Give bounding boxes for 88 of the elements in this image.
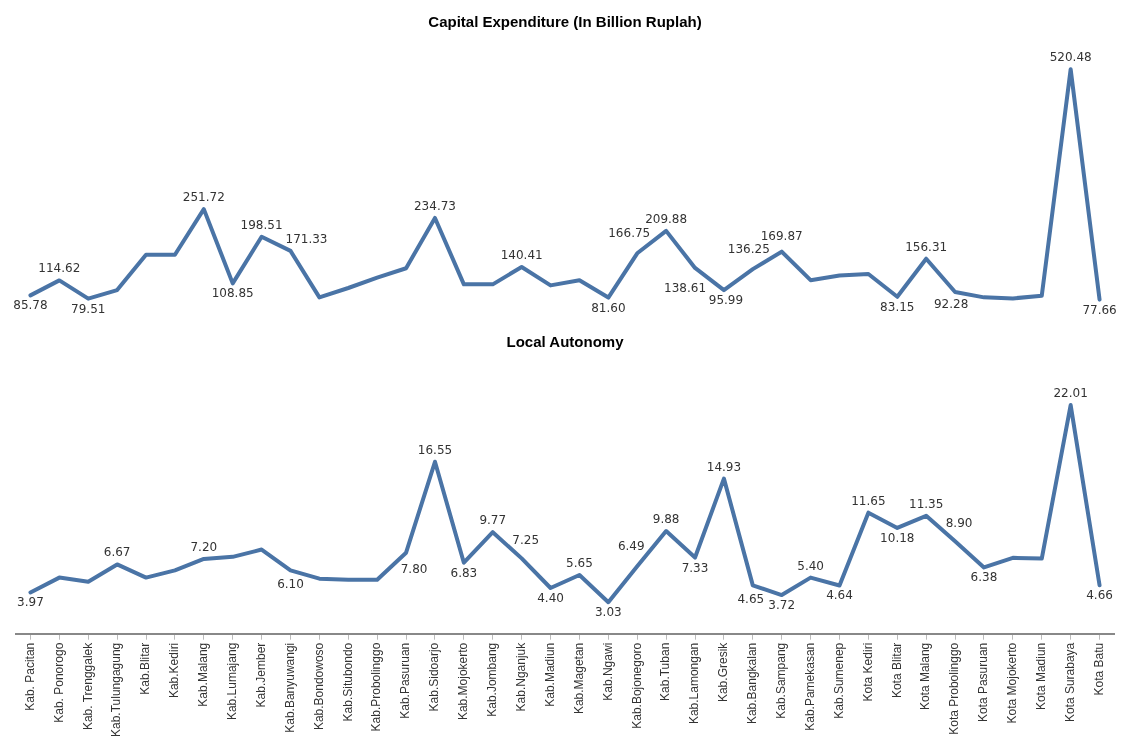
- x-tick-label: Kab.Pasuruan: [398, 642, 413, 719]
- data-label: 7.20: [190, 539, 218, 554]
- x-tick-label: Kab.Sampang: [774, 642, 789, 719]
- x-tick-label: Kab.Madiun: [542, 642, 557, 707]
- data-label: 5.65: [566, 556, 593, 571]
- x-tick-label: Kota Pasuruan: [976, 642, 991, 723]
- x-tick-label: Kota Probolinggo: [947, 642, 962, 735]
- x-tick-label: Kota Kediri: [860, 642, 875, 702]
- data-label: 7.25: [512, 533, 540, 548]
- data-label: 4.65: [737, 592, 765, 607]
- data-label: 6.38: [970, 570, 998, 585]
- x-tick-label: Kab.Banyuwangi: [282, 642, 297, 733]
- data-label: 8.90: [945, 516, 973, 531]
- x-tick-label: Kota Blitar: [889, 642, 904, 699]
- x-tick-label: Kab.Bondowoso: [311, 642, 326, 731]
- x-tick-label: Kab.Bojonegoro: [629, 642, 644, 729]
- data-label: 140.41: [500, 247, 543, 262]
- x-tick-label: Kab.Malang: [196, 642, 211, 707]
- data-label: 7.33: [681, 560, 709, 575]
- x-tick-label: Kab.Lumajang: [225, 642, 240, 721]
- data-label: 7.80: [400, 561, 428, 576]
- data-label: 11.35: [909, 496, 944, 511]
- data-label: 209.88: [645, 211, 688, 226]
- data-label: 6.67: [103, 545, 131, 560]
- x-tick-label: Kab.Sumenep: [831, 642, 846, 719]
- x-tick-label: Kab.Tulungagung: [109, 642, 124, 738]
- data-label: 6.83: [450, 565, 478, 580]
- x-tick-label: Kab.Situbondo: [340, 642, 355, 722]
- x-tick-label: Kab.Lamongan: [687, 642, 702, 725]
- x-tick-label: Kab.Tuban: [658, 642, 673, 701]
- x-tick-label: Kab.Nganjuk: [513, 641, 528, 712]
- data-label: 77.66: [1082, 302, 1117, 317]
- x-tick-label: Kota Madiun: [1034, 642, 1049, 711]
- chart-title: Capital Expenditure (In Billion Ruplah): [428, 13, 702, 31]
- data-label: 3.97: [17, 595, 44, 610]
- data-label: 16.55: [417, 442, 453, 457]
- data-label: 198.51: [240, 217, 283, 232]
- x-tick-label: Kab.Jombang: [485, 642, 500, 717]
- data-label: 169.87: [760, 228, 803, 243]
- x-tick-label: Kota Malang: [918, 642, 933, 711]
- data-label: 81.60: [591, 300, 626, 315]
- data-label: 6.49: [617, 539, 645, 554]
- data-label: 3.72: [768, 598, 796, 613]
- x-tick-label: Kab.Sidoarjo: [427, 642, 442, 712]
- x-tick-label: Kab.Probolinggo: [369, 642, 384, 732]
- data-label: 171.33: [285, 231, 328, 246]
- x-tick-label: Kab. Pacitan: [22, 642, 37, 711]
- x-tick-label: Kab.Mojokerto: [456, 642, 471, 721]
- data-label: 138.61: [664, 280, 707, 295]
- data-label: 83.15: [880, 299, 915, 314]
- data-label: 4.66: [1086, 588, 1113, 603]
- data-label: 11.65: [851, 493, 886, 508]
- data-label: 9.77: [479, 513, 507, 528]
- data-label: 251.72: [182, 190, 225, 205]
- data-label: 166.75: [608, 226, 651, 241]
- data-label: 85.78: [13, 298, 48, 313]
- data-label: 9.88: [652, 512, 680, 527]
- x-tick-label: Kab. Trenggalek: [80, 641, 95, 731]
- data-label: 114.62: [38, 261, 81, 276]
- data-label: 92.28: [933, 297, 969, 312]
- data-label: 520.48: [1049, 50, 1092, 65]
- x-tick-label: Kota Batu: [1091, 642, 1106, 696]
- data-label: 234.73: [413, 198, 456, 213]
- data-label: 6.10: [277, 577, 304, 592]
- chart-title: Local Autonomy: [506, 333, 625, 351]
- x-tick-label: Kab.Gresik: [716, 641, 731, 703]
- data-label: 108.85: [211, 286, 254, 301]
- data-label: 156.31: [905, 239, 948, 254]
- data-label: 22.01: [1053, 386, 1088, 401]
- x-tick-label: Kota Mojokerto: [1005, 642, 1020, 724]
- x-tick-label: Kab.Ngawi: [600, 642, 615, 701]
- x-tick-label: Kab.Magetan: [571, 642, 586, 715]
- data-label: 3.03: [594, 605, 622, 620]
- data-label: 136.25: [727, 242, 770, 257]
- data-label: 95.99: [708, 293, 744, 308]
- data-label: 5.40: [797, 558, 824, 573]
- data-label: 4.40: [537, 590, 564, 605]
- x-tick-label: Kab.Bangkalan: [745, 642, 760, 725]
- data-label: 4.64: [826, 588, 853, 603]
- data-label: 14.93: [706, 459, 742, 474]
- x-tick-label: Kab.Pamekasan: [802, 642, 817, 731]
- data-label: 10.18: [880, 530, 915, 545]
- x-tick-label: Kab.Jember: [253, 642, 268, 708]
- x-tick-label: Kab.Blitar: [138, 642, 153, 695]
- x-tick-label: Kab.Kediri: [167, 642, 182, 699]
- x-tick-label: Kab. Ponorogo: [51, 642, 66, 723]
- x-tick-label: Kota Surabaya: [1062, 642, 1077, 723]
- data-label: 79.51: [71, 301, 106, 316]
